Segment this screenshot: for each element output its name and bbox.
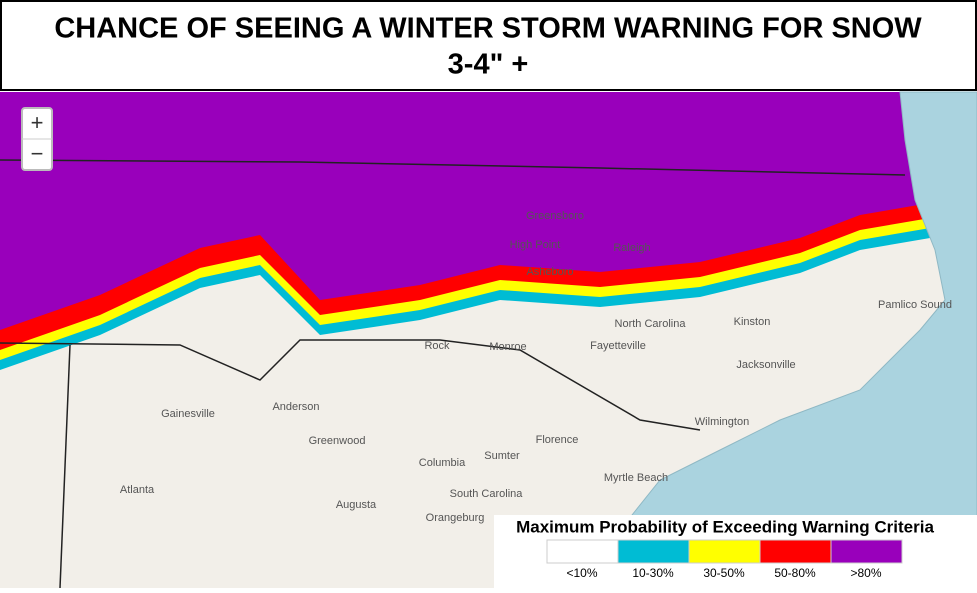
place-label: North Carolina (615, 318, 687, 330)
title: CHANCE OF SEEING A WINTER STORM WARNING … (54, 13, 922, 45)
legend-swatch (759, 539, 832, 564)
legend-label: 30-50% (703, 566, 745, 580)
place-label: Sumter (484, 450, 520, 462)
state-border (0, 159, 906, 176)
place-label: Myrtle Beach (604, 472, 668, 484)
place-label: Raleigh (613, 242, 650, 254)
legend-label: 50-80% (774, 566, 816, 580)
zoom-in[interactable]: + (31, 110, 44, 135)
place-label: Kinston (734, 316, 771, 328)
place-labels: Greensboro High Point Raleigh Asheboro North… (120, 210, 952, 524)
zoom-out[interactable]: − (31, 141, 44, 166)
place-label: Orangeburg (426, 512, 485, 524)
legend: <10% 10-30% 30-50% 50-80% >80% (546, 539, 903, 580)
legend-swatch (688, 539, 761, 564)
place-label: Jacksonville (736, 359, 795, 371)
legend-title: Maximum Probability of Exceeding Warning… (516, 517, 934, 536)
place-label: Florence (536, 434, 579, 446)
place-label: South Carolina (450, 488, 524, 500)
legend-swatch (617, 539, 690, 564)
place-label: Augusta (336, 499, 377, 511)
title-box (0, 0, 977, 91)
subtitle: 3-4" + (448, 49, 529, 81)
legend-swatch (546, 539, 619, 564)
state-border (0, 339, 701, 431)
place-label: High Point (510, 239, 561, 251)
place-label: Greenwood (309, 435, 366, 447)
place-label: Greensboro (526, 210, 584, 222)
probability-bands (0, 92, 977, 370)
place-label: Wilmington (695, 416, 749, 428)
state-border (59, 344, 71, 589)
place-label: Anderson (272, 401, 319, 413)
place-label: Atlanta (120, 484, 155, 496)
place-label: Columbia (419, 457, 466, 469)
legend-label: >80% (850, 566, 881, 580)
legend-swatch (830, 539, 903, 564)
place-label: Monroe (489, 341, 526, 353)
place-label: Asheboro (526, 266, 573, 278)
place-label: Gainesville (161, 408, 215, 420)
legend-label: 10-30% (632, 566, 674, 580)
place-label: Pamlico Sound (878, 299, 952, 311)
legend-label: <10% (566, 566, 597, 580)
place-label: Fayetteville (590, 340, 646, 352)
band (0, 92, 977, 330)
place-label: Rock (424, 340, 450, 352)
